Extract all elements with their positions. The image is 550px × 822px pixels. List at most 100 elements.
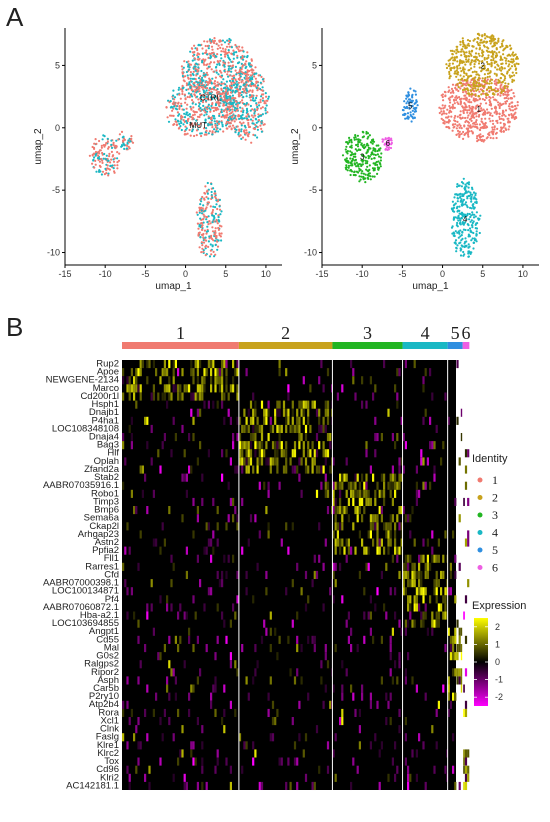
heatmap-cell [234,506,237,515]
heatmap-cell [372,392,375,401]
heatmap-cell [411,749,414,758]
umap-point [244,104,247,107]
umap-point [455,127,458,130]
umap-point [456,124,459,127]
heatmap-cell [383,481,386,490]
umap-point [179,88,183,91]
heatmap-cell [334,546,337,555]
heatmap-cell [291,400,294,409]
umap-point [502,126,505,129]
umap-point [200,200,203,203]
heatmap-cell [394,473,397,482]
umap-point [240,70,243,73]
heatmap-cell [126,384,129,393]
umap-point [481,60,484,63]
heatmap-cell [326,660,330,669]
umap-point [463,133,466,136]
heatmap-cell [249,514,253,523]
umap-point [442,99,445,102]
umap-point [179,97,182,100]
umap-point [510,101,513,104]
heatmap-cell [236,595,239,604]
umap-point [249,65,252,68]
umap-point [205,215,209,219]
heatmap-cell [205,368,208,377]
identity-legend-label-4: 4 [492,526,498,540]
umap-point [247,84,250,87]
heatmap-cell [185,546,188,555]
umap-point [191,128,194,131]
heatmap-cell [389,489,392,498]
cluster-bar-1 [122,342,239,349]
umap-point [220,121,223,124]
heatmap-cell [424,368,427,377]
umap-point [236,105,239,108]
heatmap-cell [168,506,171,515]
heatmap-cell [447,708,450,718]
heatmap-cell [287,384,290,393]
umap-point [490,82,493,85]
heatmap-cell [298,441,301,450]
heatmap-cell [341,514,344,523]
umap-point [92,159,95,162]
heatmap-cell [334,773,337,782]
heatmap-cell [122,700,125,709]
heatmap-cell [311,781,314,791]
heatmap-cell [282,400,286,409]
heatmap-cell [221,376,224,385]
heatmap-cell [332,570,335,580]
heatmap-cell [227,481,230,490]
umap-point [239,106,242,109]
heatmap-cell [185,570,188,580]
umap-point [461,116,464,120]
umap-point [225,127,228,130]
umap-point [374,149,377,153]
umap-point [118,152,121,155]
umap-point [444,91,447,94]
heatmap-cell [245,741,248,750]
heatmap-cell [447,416,450,425]
heatmap-cell [437,619,440,628]
heatmap-cell [404,360,407,369]
heatmap-cell [361,473,364,482]
heatmap-cell [426,457,429,466]
umap-point [468,98,471,101]
umap-point [374,163,377,166]
umap-point [204,44,207,48]
heatmap-cell [163,384,166,393]
umap-point [212,54,215,57]
heatmap-cell [188,708,191,718]
umap-point [215,69,218,72]
umap-point [241,113,244,116]
heatmap-cell [287,546,290,555]
heatmap-cell [447,587,450,596]
umap-point [224,55,227,58]
umap-point [254,66,257,69]
umap-point [244,63,247,66]
umap-point [202,99,205,102]
umap-point [204,121,207,124]
heatmap-cell [350,489,353,498]
heatmap-cell [415,603,418,612]
heatmap-cell [254,749,257,758]
heatmap-cell [146,416,149,425]
umap-point [469,125,472,128]
umap-point [103,152,106,156]
heatmap-cell [225,757,228,766]
umap-point [466,133,470,136]
heatmap-cell [332,562,335,571]
umap-point [350,151,353,154]
umap-point [220,88,223,91]
umap-point [245,81,248,84]
umap-point [507,53,510,57]
heatmap-cell [389,481,392,490]
umap-point [219,235,222,238]
umap-point [202,204,205,207]
umap-point [169,100,172,103]
umap-point [484,76,487,80]
umap-point [366,160,369,163]
umap-point [186,103,189,106]
umap-point [255,102,258,105]
umap-point [188,96,191,99]
umap-point [484,37,487,40]
